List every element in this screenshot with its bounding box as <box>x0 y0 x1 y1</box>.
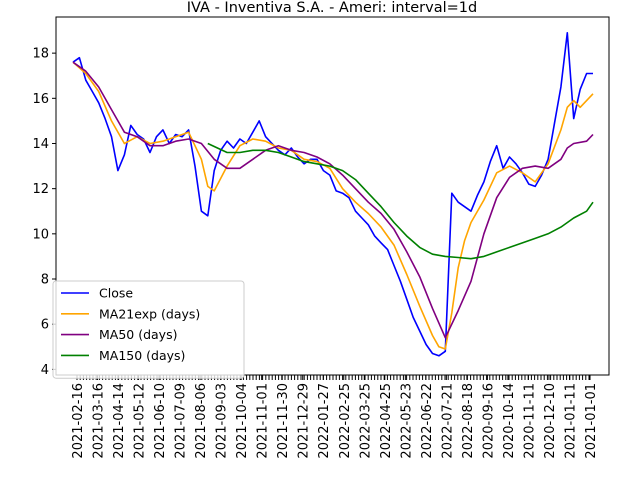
x-tick-label: 2021-08-06 <box>194 383 209 459</box>
y-tick-label: 14 <box>32 137 49 152</box>
legend-label: MA150 (days) <box>99 348 185 363</box>
y-tick-label: 12 <box>32 182 49 197</box>
series-line-2 <box>72 61 594 339</box>
x-tick-label: 2022-04-25 <box>379 383 394 459</box>
chart-title: IVA - Inventiva S.A. - Ameri: interval=1… <box>187 0 477 16</box>
x-tick-label: 2021-06-10 <box>153 383 168 459</box>
x-tick-label: 2021-12-29 <box>297 383 312 459</box>
x-tick-label: 2022-06-22 <box>420 383 435 459</box>
legend-label: Close <box>99 286 133 301</box>
x-tick-label: 2022-02-25 <box>338 383 353 459</box>
y-tick-label: 8 <box>41 273 49 288</box>
x-tick-label: 2021-04-14 <box>112 383 127 459</box>
y-tick-label: 18 <box>32 47 49 62</box>
legend-box <box>52 280 245 379</box>
x-tick-label: 2020-10-14 <box>502 383 517 459</box>
series-line-3 <box>207 142 594 260</box>
y-tick-label: 4 <box>41 363 49 378</box>
series-line-1 <box>72 61 594 350</box>
x-tick-label: 2021-11-01 <box>256 383 271 459</box>
x-tick-label: 2022-08-18 <box>461 383 476 459</box>
legend: Close MA21exp (days) MA50 (days) MA150 (day… <box>52 280 245 379</box>
legend-label: MA50 (days) <box>99 327 177 342</box>
x-axis: 2021-02-16 2021-03-16 2021-04-14 2021-05-12… <box>71 375 599 459</box>
x-tick-label: 2021-07-09 <box>174 383 189 459</box>
y-tick-label: 6 <box>41 318 49 333</box>
y-tick-label: 16 <box>32 92 49 107</box>
y-tick-label: 10 <box>32 227 49 242</box>
x-tick-label: 2022-05-23 <box>399 383 414 459</box>
series-line-0 <box>72 31 593 357</box>
x-tick-label: 2021-01-11 <box>563 383 578 459</box>
x-tick-label: 2020-09-16 <box>481 383 496 459</box>
x-tick-label: 2021-09-03 <box>215 383 230 459</box>
y-axis: 4 6 8 10 12 14 16 18 <box>32 47 56 378</box>
x-tick-label: 2021-03-16 <box>92 383 107 459</box>
series-layer <box>72 31 594 357</box>
x-tick-label: 2021-11-30 <box>276 383 291 459</box>
x-tick-label: 2021-01-01 <box>584 383 599 459</box>
x-tick-label: 2022-07-21 <box>440 383 455 459</box>
legend-label: MA21exp (days) <box>99 306 200 321</box>
x-tick-label: 2022-03-25 <box>358 383 373 459</box>
x-tick-label: 2022-01-27 <box>317 383 332 459</box>
x-tick-label: 2020-12-10 <box>543 383 558 459</box>
x-tick-label: 2021-02-16 <box>71 383 86 459</box>
x-tick-label: 2021-05-12 <box>133 383 148 459</box>
x-tick-label: 2020-11-11 <box>522 383 537 459</box>
x-tick-label: 2021-10-04 <box>235 383 250 459</box>
